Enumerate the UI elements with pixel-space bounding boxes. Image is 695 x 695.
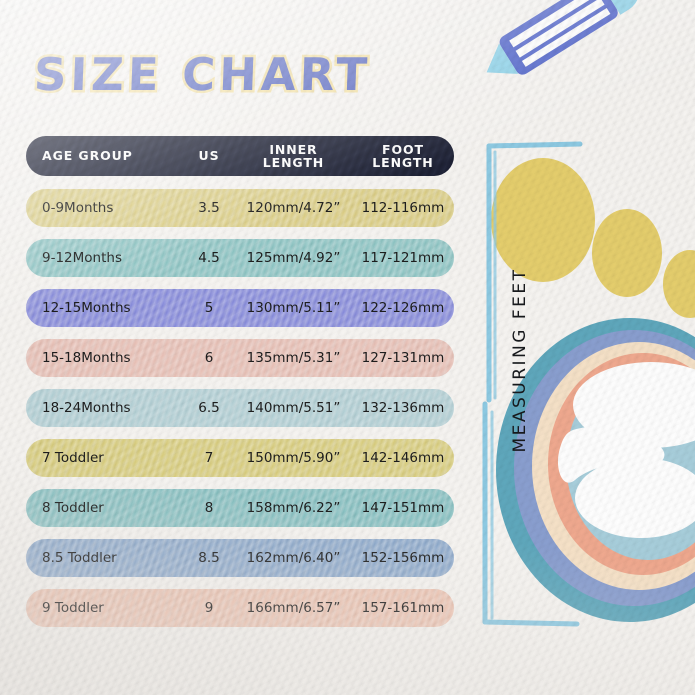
cell-us: 4.5 [198,249,220,266]
cell-foot-length: 142-146mm [361,449,445,466]
cell-age-group: 0-9Months [42,199,114,216]
cell-age-group: 12-15Months [42,299,131,316]
cell-inner-length: 150mm/5.90” [246,449,341,466]
column-header-inner-length: INNER LENGTH [262,141,325,170]
cell-inner-length: 140mm/5.51” [246,399,341,416]
table-row: 7 Toddler 7 150mm/5.90” 142-146mm [26,439,454,477]
column-header-foot-length: FOOT LENGTH [372,141,434,170]
cell-inner-length: 166mm/6.57” [246,599,341,616]
cell-age-group: 7 Toddler [42,449,104,466]
cell-age-group: 15-18Months [42,349,131,366]
cell-us: 9 [204,599,214,616]
cell-us: 6.5 [198,399,220,416]
table-row: 15-18Months 6 135mm/5.31” 127-131mm [26,339,454,377]
cell-foot-length: 112-116mm [361,199,445,216]
table-row: 0-9Months 3.5 120mm/4.72” 112-116mm [26,189,454,227]
column-header-us: US [198,148,220,164]
measuring-feet-label: MEASURING FEET [510,267,530,453]
cell-us: 8 [204,499,214,516]
cell-foot-length: 132-136mm [361,399,445,416]
cell-foot-length: 117-121mm [361,249,445,266]
toe-big-icon [491,158,595,282]
cell-age-group: 18-24Months [42,399,131,416]
cell-us: 3.5 [198,199,220,216]
table-row: 12-15Months 5 130mm/5.11” 122-126mm [26,289,454,327]
table-row: 8 Toddler 8 158mm/6.22” 147-151mm [26,489,454,527]
cell-inner-length: 135mm/5.31” [246,349,341,366]
cell-foot-length: 157-161mm [361,599,445,616]
size-chart-table: AGE GROUP US INNER LENGTH FOOT LENGTH 0-… [26,136,454,639]
table-row: 9 Toddler 9 166mm/6.57” 157-161mm [26,589,454,627]
toe-third-icon [663,250,695,318]
cell-age-group: 9 Toddler [42,599,104,616]
cell-foot-length: 127-131mm [361,349,445,366]
page-title: SIZE CHART [31,46,375,104]
cell-inner-length: 125mm/4.92” [246,249,341,266]
cell-us: 6 [204,349,214,366]
cell-us: 7 [204,449,214,466]
cell-inner-length: 162mm/6.40” [246,549,341,566]
cell-foot-length: 122-126mm [361,299,445,316]
cell-us: 5 [204,299,214,316]
cell-us: 8.5 [198,549,220,566]
cell-age-group: 8 Toddler [42,499,104,516]
cell-foot-length: 152-156mm [361,549,445,566]
toe-second-icon [592,209,662,297]
cell-inner-length: 120mm/4.72” [246,199,341,216]
illustration-svg [482,0,695,627]
cell-age-group: 8.5 Toddler [42,549,117,566]
cell-age-group: 9-12Months [42,249,122,266]
cell-inner-length: 130mm/5.11” [246,299,341,316]
table-row: 9-12Months 4.5 125mm/4.92” 117-121mm [26,239,454,277]
column-header-age-group: AGE GROUP [42,148,133,164]
measuring-feet-illustration: MEASURING FEET [455,0,695,695]
table-header-row: AGE GROUP US INNER LENGTH FOOT LENGTH [26,136,454,176]
cell-inner-length: 158mm/6.22” [246,499,341,516]
pencil-icon [486,0,640,75]
table-row: 8.5 Toddler 8.5 162mm/6.40” 152-156mm [26,539,454,577]
table-row: 18-24Months 6.5 140mm/5.51” 132-136mm [26,389,454,427]
cell-foot-length: 147-151mm [361,499,445,516]
